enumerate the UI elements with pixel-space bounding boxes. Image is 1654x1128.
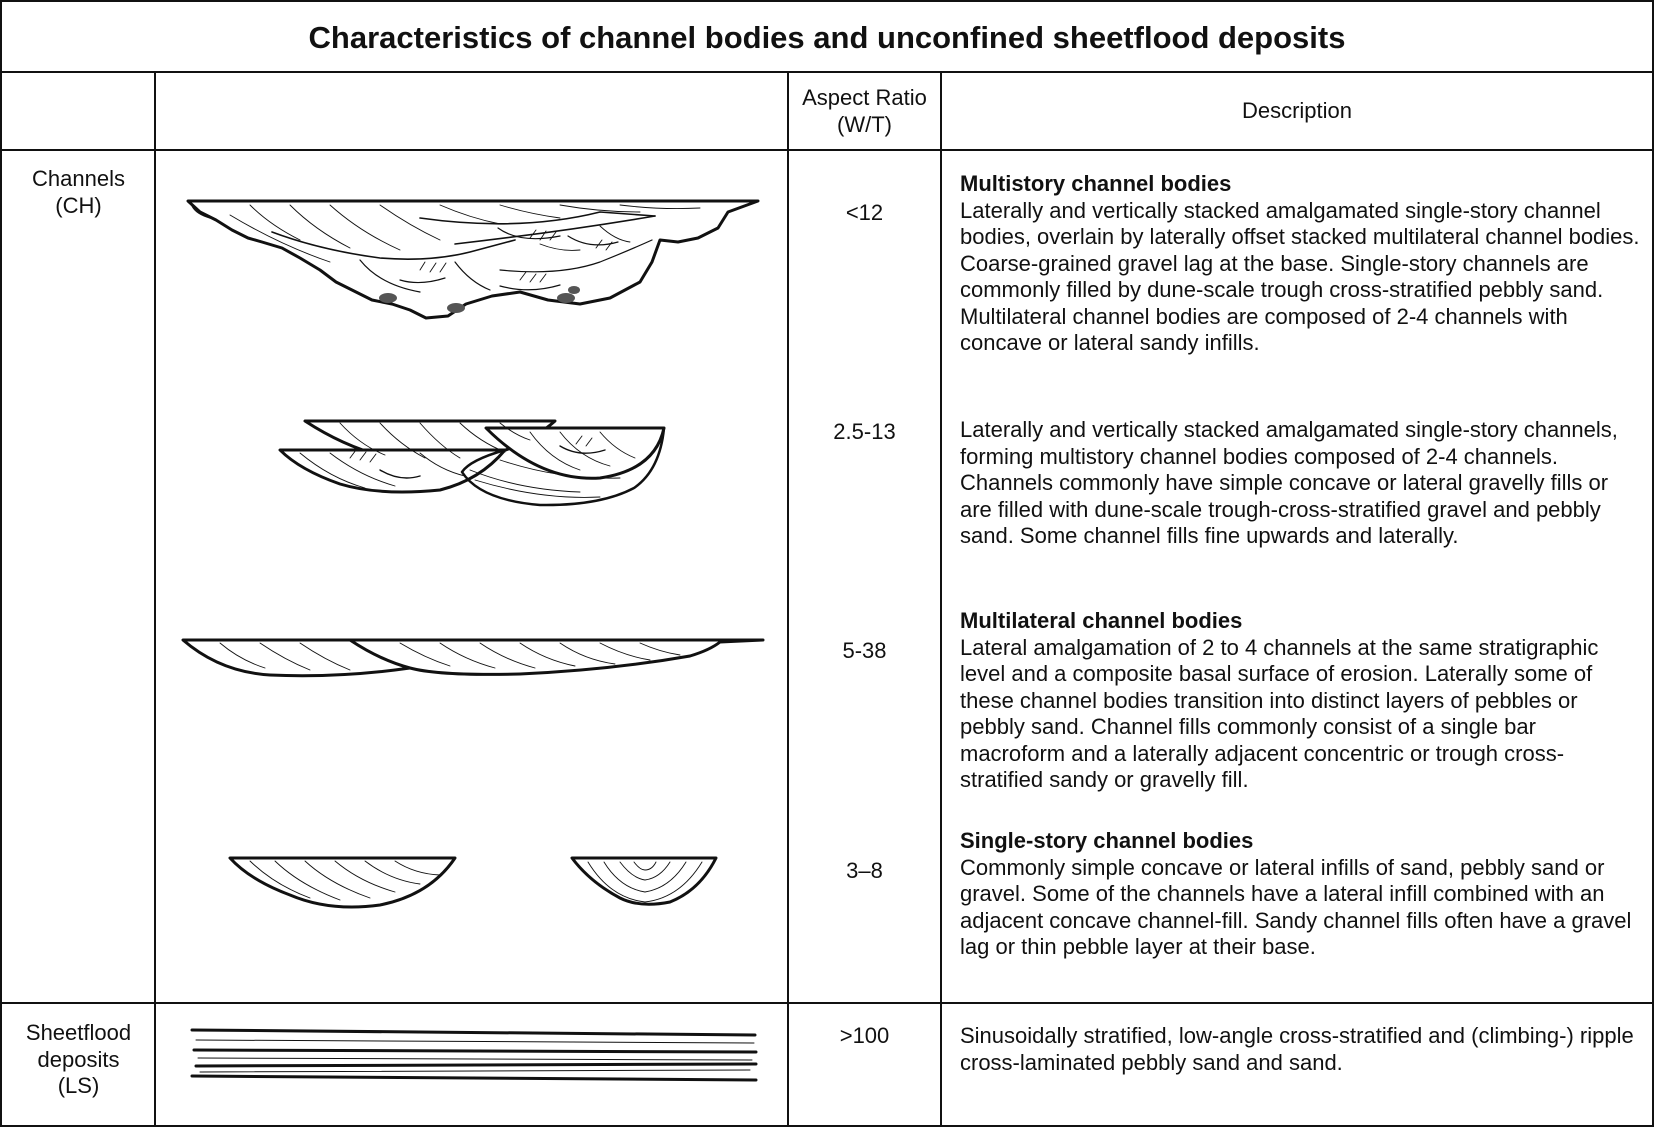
description-multilateral: Multilateral channel bodies Lateral amal…	[960, 608, 1640, 794]
description-single-story: Single-story channel bodies Commonly sim…	[960, 828, 1640, 961]
aspect-ratio-single-story: 3–8	[846, 858, 883, 883]
row-label-sheetflood-line1: Sheetflood	[25, 1020, 132, 1045]
row-label-channels: Channels (CH)	[2, 166, 155, 219]
description-heading: Multistory channel bodies	[960, 171, 1232, 196]
sheetflood-layers-sketch-icon	[190, 1028, 758, 1082]
description-text: Commonly simple concave or lateral infil…	[960, 854, 1632, 960]
aspect-ratio-sheetflood: >100	[839, 1023, 890, 1048]
aspect-ratio-header: Aspect Ratio (W/T)	[788, 85, 941, 138]
aspect-ratio-multilateral: 5-38	[842, 638, 887, 663]
multilateral-channel-sketch-icon	[181, 638, 765, 678]
description-text: Laterally and vertically stacked amalgam…	[960, 417, 1618, 548]
multistory-channel-body-sketch-icon	[186, 199, 760, 320]
aspect-ratio-header-line1: Aspect Ratio	[802, 85, 927, 110]
row-label-sheetflood-line2: deposits	[37, 1046, 120, 1072]
row-label-channels-line1: Channels	[32, 166, 125, 191]
row-label-sheetflood: Sheetflood deposits (LS)	[2, 1020, 155, 1100]
description-sheetflood: Sinusoidally stratified, low-angle cross…	[960, 1023, 1640, 1076]
aspect-ratio-multistory: <12	[845, 200, 884, 225]
description-text: Lateral amalgamation of 2 to 4 channels …	[960, 634, 1599, 793]
aspect-ratio-stacked: 2.5-13	[833, 419, 896, 444]
single-story-channel-sketches-icon	[228, 856, 718, 909]
description-text: Laterally and vertically stacked amalgam…	[960, 197, 1640, 356]
table-title: Characteristics of channel bodies and un…	[308, 20, 1346, 55]
description-heading: Single-story channel bodies	[960, 828, 1254, 853]
stacked-channels-sketch-icon	[278, 419, 666, 507]
description-text: Sinusoidally stratified, low-angle cross…	[960, 1023, 1634, 1075]
aspect-ratio-header-line2: (W/T)	[837, 111, 892, 137]
description-header: Description	[1241, 98, 1353, 123]
description-heading: Multilateral channel bodies	[960, 608, 1243, 633]
description-multistory: Multistory channel bodies Laterally and …	[960, 171, 1640, 357]
description-stacked: Laterally and vertically stacked amalgam…	[960, 417, 1640, 550]
row-label-sheetflood-line3: (LS)	[57, 1073, 100, 1098]
row-label-channels-line2: (CH)	[55, 192, 102, 218]
